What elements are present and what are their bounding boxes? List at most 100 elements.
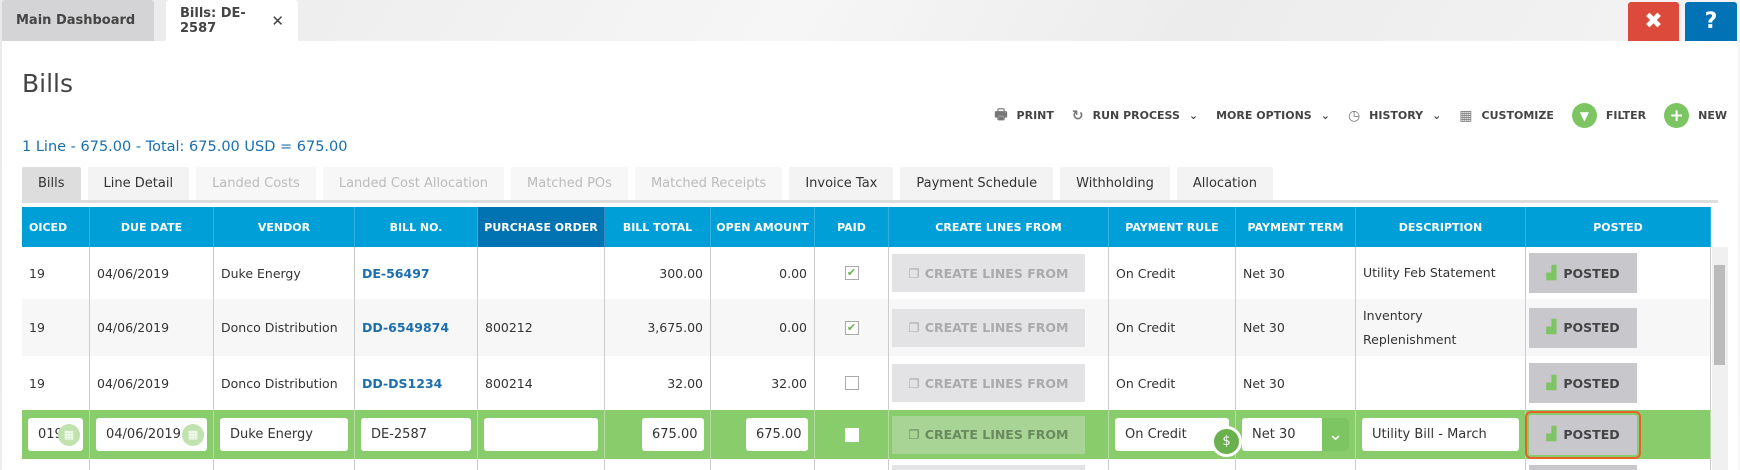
posted-button[interactable]: ▟ POSTED <box>1525 410 1641 459</box>
page-title: Bills <box>22 69 74 98</box>
history-button[interactable]: ◷ HISTORY ⌄ <box>1348 108 1441 124</box>
rule-input[interactable]: On Credit <box>1115 418 1229 451</box>
column-header[interactable]: CREATE LINES FROM <box>889 207 1109 247</box>
cell-term: Net 30 <box>1236 247 1356 299</box>
column-header[interactable]: DUE DATE <box>90 207 214 247</box>
cell-term: Net 30 ⌄ <box>1236 410 1356 459</box>
column-header[interactable]: POSTED <box>1526 207 1711 247</box>
column-header[interactable]: PAYMENT RULE <box>1109 207 1236 247</box>
create-lines-from-button[interactable]: ❐ CREATE LINES FROM <box>892 364 1085 402</box>
tab-payment-schedule[interactable]: Payment Schedule <box>900 167 1054 200</box>
calendar-icon[interactable]: ▦ <box>182 423 204 446</box>
vendor-input[interactable]: Duke Energy <box>220 418 348 451</box>
tab-invoice-tax[interactable]: Invoice Tax <box>789 167 894 200</box>
total-input[interactable]: 675.00 <box>642 418 704 451</box>
posted-button[interactable]: ▟ POSTED <box>1529 307 1637 348</box>
column-header[interactable]: PAID <box>815 207 889 247</box>
paid-checkbox[interactable] <box>844 376 859 390</box>
filter-button[interactable]: ▼ FILTER <box>1571 103 1646 128</box>
cell-open: 675.00 <box>711 410 815 459</box>
column-header[interactable]: BILL NO. <box>355 207 478 247</box>
cell <box>90 459 214 470</box>
create-lines-from-button[interactable]: ❐ CREATE LINES FROM <box>892 308 1085 347</box>
subtabs: Bills Line Detail Landed Costs Landed Cost … <box>22 167 1718 203</box>
column-header[interactable]: PAYMENT TERM <box>1236 207 1356 247</box>
bill-input[interactable]: DE-2587 <box>361 418 471 451</box>
paid-checkbox[interactable]: ✔ <box>844 320 859 335</box>
invoiced: 19 <box>29 375 45 391</box>
desc: Utility Feb Statement <box>1363 265 1496 280</box>
cell <box>1356 459 1526 470</box>
term-input[interactable]: Net 30 ⌄ <box>1242 418 1349 451</box>
tab-allocation[interactable]: Allocation <box>1176 167 1273 200</box>
document-icon: ❐ <box>908 427 920 442</box>
toolbar: 🖶 PRINT ↻ RUN PROCESS ⌄ MORE OPTIONS ⌄ ◷ HIST… <box>994 103 1727 128</box>
cell-term: Net 30 <box>1236 356 1356 410</box>
label: HISTORY <box>1369 109 1424 122</box>
posted-button[interactable]: ▟ POSTED <box>1529 253 1637 293</box>
cell-vendor: Donco Distribution <box>214 356 355 410</box>
cell-vendor: Duke Energy <box>214 410 355 459</box>
cell <box>889 459 1109 470</box>
calendar-icon[interactable]: ▦ <box>58 423 80 446</box>
bill-number-link[interactable]: DD-6549874 <box>362 320 450 335</box>
total: 3,675.00 <box>647 320 703 335</box>
column-header[interactable]: OPEN AMOUNT <box>711 207 815 247</box>
tab-label: Bills: DE-2587 <box>180 5 246 36</box>
cell <box>22 459 90 470</box>
cell-bill: DD-6549874 <box>355 299 478 356</box>
refresh-icon: ↻ <box>1071 107 1084 124</box>
scrollbar[interactable] <box>1712 247 1728 470</box>
run-process-button[interactable]: ↻ RUN PROCESS ⌄ <box>1072 108 1198 124</box>
create-lines-from-button[interactable]: ❐ CREATE LINES FROM <box>892 254 1085 292</box>
tab-bills[interactable]: Bills <box>22 167 81 200</box>
column-header[interactable]: DESCRIPTION <box>1356 207 1526 247</box>
due: 04/06/2019 <box>97 320 170 335</box>
create-lines-from-button[interactable]: ❐ CREATE LINES FROM <box>892 415 1085 454</box>
posted-button[interactable]: ▟ POSTED <box>1529 363 1637 403</box>
desc-input[interactable]: Utility Bill - March <box>1362 418 1519 451</box>
more-options-button[interactable]: MORE OPTIONS ⌄ <box>1216 109 1330 122</box>
customize-button[interactable]: ▦ CUSTOMIZE <box>1459 108 1554 124</box>
table-row[interactable]: 19 04/06/2019 Donco Distribution DD-DS1234 8… <box>22 356 1711 410</box>
table-row[interactable]: 19 04/06/2019 Donco Distribution DD-6549874… <box>22 299 1711 356</box>
paid-checkbox[interactable] <box>844 427 859 442</box>
bill-number-link[interactable]: DD-DS1234 <box>362 375 443 391</box>
column-header[interactable]: OICED <box>22 207 90 247</box>
column-header[interactable]: VENDOR <box>214 207 355 247</box>
tab-line-detail[interactable]: Line Detail <box>87 167 190 200</box>
cell-desc: Inventory Replenishment <box>1356 299 1526 356</box>
scrollbar-thumb[interactable] <box>1714 265 1725 365</box>
cell-bill: DD-DS1234 <box>355 356 478 410</box>
filter-icon: ▼ <box>1571 103 1597 128</box>
po-input[interactable] <box>484 418 598 451</box>
cell-desc: Utility Bill - March <box>1356 410 1526 459</box>
cell-create: ❐ CREATE LINES FROM <box>889 247 1109 299</box>
due-input[interactable]: 04/06/2019 <box>96 418 207 451</box>
posted-button[interactable] <box>1529 465 1637 470</box>
chevron-down-icon[interactable]: ⌄ <box>1322 418 1349 451</box>
table-row[interactable]: 19 04/06/2019 Duke Energy DE-56497 300.00 0.0… <box>22 247 1711 299</box>
column-header[interactable]: BILL TOTAL <box>605 207 711 247</box>
bill-number-link[interactable]: DE-56497 <box>362 265 430 281</box>
tab-matched-pos: Matched POs <box>511 167 628 200</box>
open-input[interactable]: 675.00 <box>746 418 808 451</box>
cell-paid <box>815 410 889 459</box>
print-button[interactable]: 🖶 PRINT <box>994 104 1054 128</box>
help-button[interactable]: ? <box>1685 2 1737 41</box>
paid-checkbox[interactable]: ✔ <box>844 266 859 280</box>
cell-create: ❐ CREATE LINES FROM <box>889 299 1109 356</box>
edit-row[interactable]: 019 ▦ 04/06/2019 ▦ Duke Energy DE-2587 675.00 6… <box>22 410 1711 459</box>
close-window-button[interactable]: ✖ <box>1628 2 1679 41</box>
tab-main-dashboard[interactable]: Main Dashboard <box>2 0 154 41</box>
payment-icon[interactable]: $ <box>1211 426 1242 457</box>
tab-bills[interactable]: Bills: DE-2587 ✕ <box>166 0 298 41</box>
create-lines-from-button[interactable] <box>892 465 1085 470</box>
tab-withholding[interactable]: Withholding <box>1060 167 1170 200</box>
table-row[interactable] <box>22 459 1711 470</box>
column-header[interactable]: PURCHASE ORDER <box>478 207 605 247</box>
close-icon[interactable]: ✕ <box>271 11 284 30</box>
new-button[interactable]: + NEW <box>1664 103 1727 128</box>
cell-due: 04/06/2019 <box>90 247 214 299</box>
